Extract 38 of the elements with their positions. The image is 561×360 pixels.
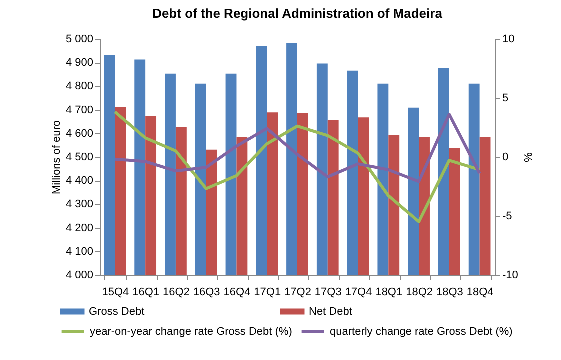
legend-label: year-on-year change rate Gross Debt (%) [90,326,292,338]
legend-label: Gross Debt [89,306,145,318]
y-tick-label: 5 000 [66,34,94,46]
x-tick-label: 17Q3 [314,286,342,298]
y-tick-label: 4 100 [66,246,94,258]
y2-tick-label: 0 [502,152,509,164]
x-tick-label: 16Q2 [163,286,190,298]
y-tick-label: 4 800 [66,80,94,93]
x-tick-label: 16Q3 [193,286,220,298]
y2-tick-label: 5 [502,92,509,104]
x-tick-label: 17Q1 [254,286,282,298]
y2-axis-title: % [521,152,534,163]
y-tick-label: 4 900 [66,57,94,70]
x-tick-label: 18Q2 [406,286,433,298]
x-tick-label: 15Q4 [102,286,130,298]
x-tick-label: 18Q3 [436,286,464,298]
y-tick-label: 4 000 [66,270,94,282]
line-series [114,110,482,224]
y-tick-label: 4 700 [66,104,94,116]
line-series [114,113,482,184]
y-tick-label: 4 600 [66,128,94,140]
legend-label: Net Debt [309,306,352,318]
y2-tick-label: 10 [502,34,515,46]
y2-tick-label: -10 [502,270,518,282]
chart-title: Debt of the Regional Administration of Madeira [152,6,444,21]
y-tick-label: 4 500 [66,152,94,164]
y2-tick-label: -5 [502,210,512,222]
legend-label: quarterly change rate Gross Debt (%) [330,326,513,338]
x-tick-label: 17Q2 [284,286,312,298]
x-tick-label: 18Q1 [376,286,403,298]
y-axis-title: Millions of euro [50,120,63,194]
x-tick-label: 16Q4 [224,286,251,298]
x-tick-label: 17Q4 [345,286,372,298]
y-tick-label: 4 300 [66,198,94,211]
x-tick-label: 18Q4 [466,286,494,298]
x-tick-label: 16Q1 [132,286,160,298]
y-tick-label: 4 400 [66,175,94,188]
y-tick-label: 4 200 [66,222,94,234]
